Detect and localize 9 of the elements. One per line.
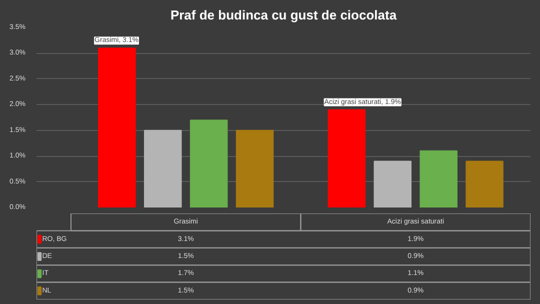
bar	[374, 160, 412, 208]
bar	[98, 48, 136, 208]
bar	[328, 109, 366, 208]
bar	[420, 150, 458, 208]
chart-title: Praf de budinca cu gust de ciocolata	[170, 8, 398, 22]
bar	[466, 160, 504, 208]
bar	[190, 120, 228, 208]
bar	[144, 130, 182, 208]
bar	[236, 130, 274, 208]
